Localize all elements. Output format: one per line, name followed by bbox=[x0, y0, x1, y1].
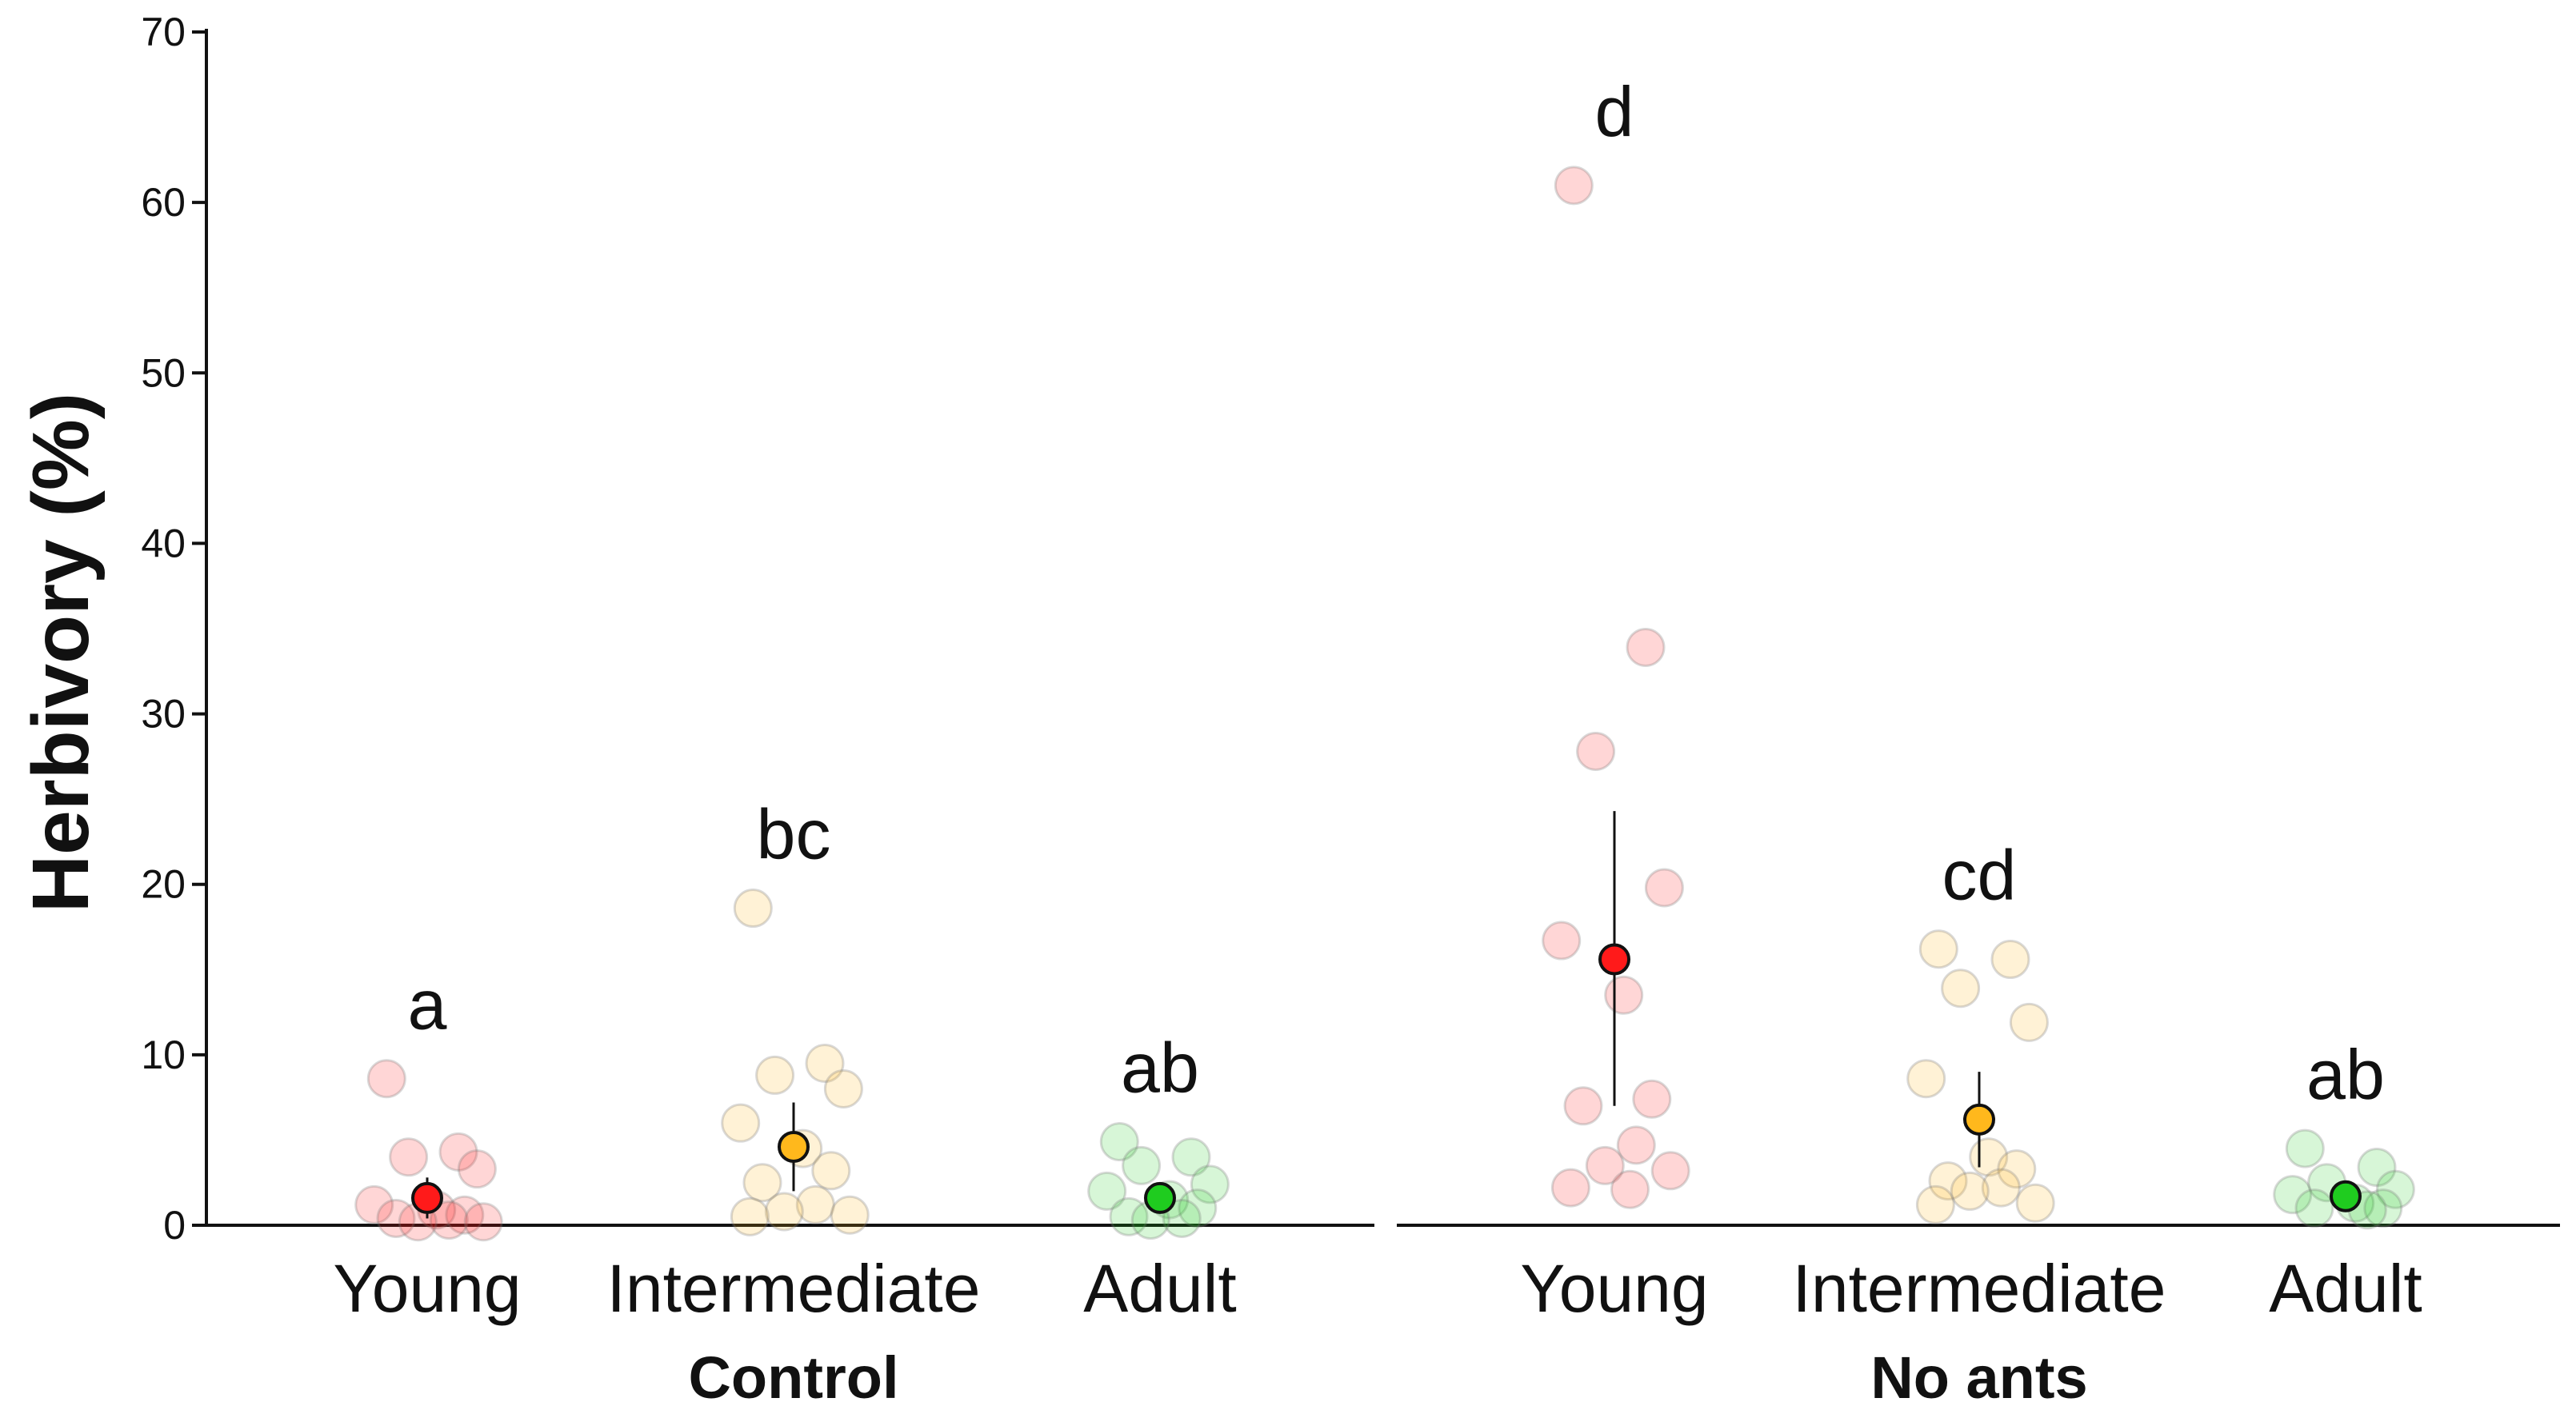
data-point bbox=[1542, 921, 1582, 961]
y-tick-label: 40 bbox=[141, 521, 186, 565]
y-tick-label: 30 bbox=[141, 692, 186, 737]
x-tick-label: Adult bbox=[2269, 1251, 2422, 1326]
data-point bbox=[1616, 1125, 1656, 1165]
data-point bbox=[742, 1163, 782, 1203]
data-point bbox=[1099, 1122, 1139, 1162]
data-point bbox=[1650, 1151, 1690, 1191]
data-point bbox=[2273, 1175, 2313, 1215]
data-point bbox=[2285, 1128, 2325, 1168]
significance-letter: d bbox=[1595, 72, 1634, 151]
data-point bbox=[1941, 969, 1981, 1009]
significance-letter: bc bbox=[757, 795, 831, 874]
data-point bbox=[811, 1151, 851, 1191]
data-point bbox=[2015, 1183, 2055, 1223]
axes-layer: 0 10 20 30 40 50 60 70 bbox=[141, 10, 2560, 1248]
data-point bbox=[463, 1202, 503, 1242]
data-point bbox=[1632, 1079, 1672, 1119]
labels-layer: Herbivory (%) a Young bc Intermediate ab Adult… bbox=[16, 72, 2422, 1411]
data-point bbox=[354, 1184, 394, 1224]
data-point bbox=[1550, 1168, 1590, 1208]
data-point bbox=[1178, 1188, 1218, 1228]
data-point bbox=[1981, 1168, 2021, 1208]
data-point bbox=[1109, 1196, 1149, 1236]
y-tick-label: 70 bbox=[141, 10, 186, 54]
significance-letter: a bbox=[408, 965, 447, 1045]
mean-marker bbox=[2330, 1180, 2362, 1212]
x-tick-label: Young bbox=[1520, 1251, 1708, 1326]
data-point bbox=[730, 1196, 770, 1236]
data-point bbox=[1087, 1171, 1127, 1211]
significance-letter: cd bbox=[1942, 836, 2017, 915]
data-point bbox=[2363, 1188, 2403, 1228]
data-point bbox=[1915, 1184, 1955, 1224]
data-point bbox=[764, 1192, 804, 1232]
y-tick-label: 10 bbox=[141, 1033, 186, 1077]
group-label: Control bbox=[688, 1344, 898, 1411]
data-point bbox=[2009, 1002, 2049, 1042]
mean-marker bbox=[778, 1130, 810, 1163]
data-point bbox=[438, 1132, 478, 1172]
data-point bbox=[1918, 929, 1958, 969]
data-point bbox=[429, 1200, 469, 1240]
data-point bbox=[1626, 627, 1666, 667]
data-point bbox=[830, 1195, 870, 1235]
data-point bbox=[389, 1137, 429, 1177]
x-tick-label: Adult bbox=[1083, 1251, 1236, 1326]
data-point bbox=[366, 1059, 406, 1099]
data-point bbox=[1585, 1145, 1625, 1185]
data-point bbox=[1563, 1086, 1603, 1126]
data-point bbox=[1997, 1149, 2037, 1189]
data-point bbox=[1990, 939, 2030, 979]
data-point bbox=[2294, 1188, 2334, 1228]
x-tick-label: Intermediate bbox=[607, 1251, 981, 1326]
data-point bbox=[1928, 1161, 1968, 1201]
mean-marker bbox=[1963, 1103, 1995, 1136]
y-tick-label: 20 bbox=[141, 862, 186, 907]
data-point bbox=[2375, 1169, 2415, 1209]
summary-layer bbox=[411, 811, 2362, 1219]
data-point bbox=[1604, 975, 1644, 1015]
data-point bbox=[376, 1198, 416, 1238]
y-tick-label: 50 bbox=[141, 350, 186, 395]
data-point bbox=[1906, 1059, 1946, 1099]
data-point bbox=[733, 889, 773, 929]
data-point bbox=[457, 1149, 497, 1189]
significance-letter: ab bbox=[2306, 1035, 2385, 1114]
x-tick-label: Intermediate bbox=[1793, 1251, 2166, 1326]
data-point bbox=[1171, 1137, 1211, 1177]
data-point bbox=[755, 1055, 795, 1095]
y-tick-label: 0 bbox=[163, 1203, 186, 1248]
data-point bbox=[1554, 166, 1594, 206]
data-point bbox=[1122, 1145, 1162, 1185]
significance-letter: ab bbox=[1121, 1029, 1199, 1108]
mean-marker bbox=[411, 1181, 443, 1214]
mean-marker bbox=[1598, 943, 1630, 976]
x-tick-label: Young bbox=[333, 1251, 521, 1326]
data-point bbox=[1950, 1171, 1990, 1211]
points-layer bbox=[354, 166, 2415, 1242]
mean-marker bbox=[1144, 1181, 1176, 1214]
data-point bbox=[2357, 1148, 2397, 1188]
data-point bbox=[1190, 1164, 1230, 1204]
data-point bbox=[805, 1044, 845, 1084]
data-point bbox=[795, 1184, 835, 1224]
group-label: No ants bbox=[1870, 1344, 2087, 1411]
y-tick-label: 60 bbox=[141, 180, 186, 225]
data-point bbox=[823, 1069, 863, 1108]
data-point bbox=[1644, 868, 1684, 908]
data-point bbox=[445, 1195, 485, 1235]
data-point bbox=[1576, 731, 1616, 771]
data-point bbox=[1610, 1169, 1650, 1209]
data-point bbox=[1162, 1198, 1202, 1238]
data-point bbox=[721, 1103, 761, 1143]
y-axis-title: Herbivory (%) bbox=[16, 393, 106, 913]
